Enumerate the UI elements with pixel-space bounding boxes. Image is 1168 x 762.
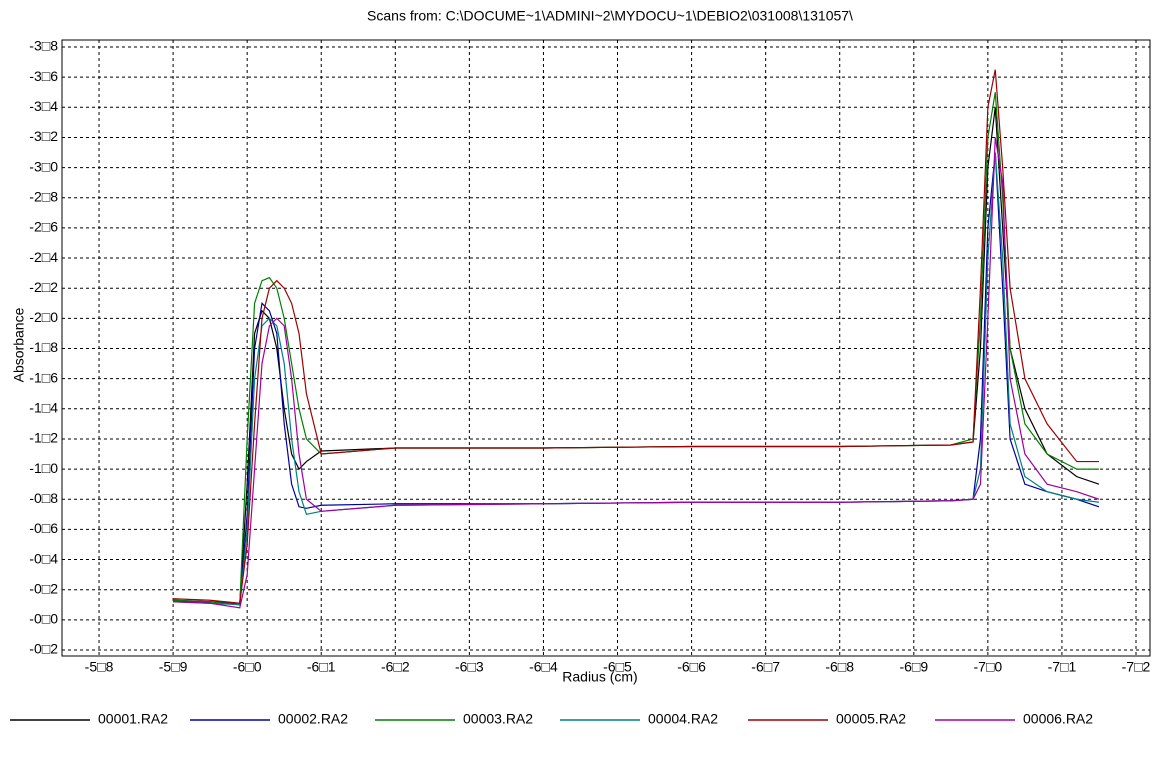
x-tick-label: -5□8	[85, 659, 114, 675]
x-tick-label: -6□9	[899, 659, 928, 675]
legend-label: 00006.RA2	[1023, 711, 1093, 727]
x-tick-label: -6□8	[825, 659, 854, 675]
x-axis-label: Radius (cm)	[562, 669, 637, 685]
y-tick-label: -0□2	[29, 580, 58, 596]
y-tick-label: -2□0	[29, 309, 58, 325]
legend-label: 00001.RA2	[98, 711, 168, 727]
y-tick-label: -1□8	[29, 339, 58, 355]
y-tick-label: -0□6	[29, 520, 58, 536]
legend-label: 00004.RA2	[648, 711, 718, 727]
x-tick-label: -6□6	[677, 659, 706, 675]
x-tick-label: -7□2	[1122, 659, 1151, 675]
legend-label: 00002.RA2	[278, 711, 348, 727]
x-tick-label: -6□5	[603, 659, 632, 675]
x-tick-label: -7□1	[1048, 659, 1077, 675]
x-tick-label: -7□0	[974, 659, 1003, 675]
x-tick-label: -6□1	[307, 659, 336, 675]
legend-label: 00005.RA2	[836, 711, 906, 727]
y-tick-label: -2□6	[29, 219, 58, 235]
y-tick-label: -0□8	[29, 490, 58, 506]
y-tick-label: -2□2	[29, 279, 58, 295]
x-tick-label: -6□7	[751, 659, 780, 675]
y-tick-label: -3□6	[29, 68, 58, 84]
y-tick-label: -3□0	[29, 158, 58, 174]
y-tick-label: -1□2	[29, 430, 58, 446]
y-tick-label: -0□0	[29, 611, 58, 627]
y-tick-label: -0□4	[29, 550, 58, 566]
y-tick-label: -2□8	[29, 188, 58, 204]
series-line	[173, 69, 1099, 604]
x-tick-label: -6□2	[381, 659, 410, 675]
legend-label: 00003.RA2	[463, 711, 533, 727]
y-tick-label: -1□4	[29, 400, 58, 416]
y-tick-label: -2□4	[29, 249, 58, 265]
x-tick-label: -6□0	[233, 659, 262, 675]
x-tick-label: -6□3	[455, 659, 484, 675]
y-tick-label: -3□2	[29, 128, 58, 144]
series-line	[173, 137, 1100, 609]
y-axis-label: Absorbance	[11, 307, 27, 382]
series-line	[173, 152, 1100, 604]
x-tick-label: -5□9	[159, 659, 188, 675]
x-tick-label: -6□4	[529, 659, 558, 675]
y-tick-label: -3□4	[29, 98, 58, 114]
y-tick-label: -1□0	[29, 460, 58, 476]
chart-title: Scans from: C:\DOCUME~1\ADMINI~2\MYDOCU~…	[367, 8, 853, 24]
y-tick-label: -3□8	[29, 38, 58, 54]
y-tick-label: -0□2	[29, 641, 58, 657]
y-tick-label: -1□6	[29, 369, 58, 385]
